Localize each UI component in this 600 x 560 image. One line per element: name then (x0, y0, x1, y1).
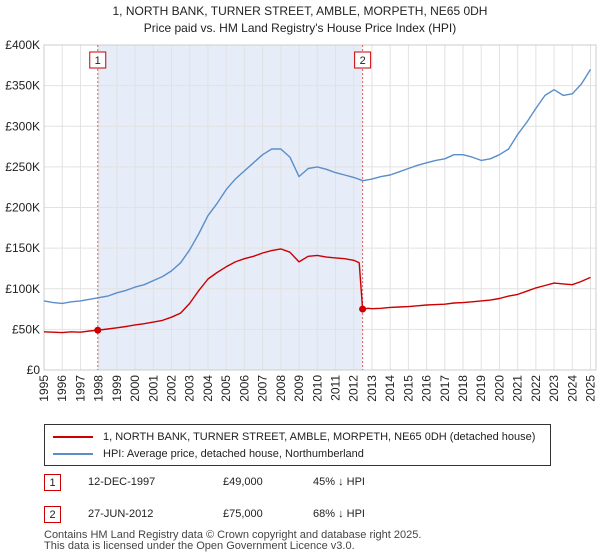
x-tick-label: 2003 (183, 375, 197, 402)
transaction-hpi-diff: 68% ↓ HPI (313, 508, 365, 520)
marker-box-1 (89, 51, 107, 69)
y-tick-label: £150K (5, 241, 40, 255)
marker-box-2 (354, 51, 372, 69)
x-tick-label: 1995 (37, 375, 51, 402)
legend-label-property: 1, NORTH BANK, TURNER STREET, AMBLE, MOR… (103, 431, 536, 443)
footer-licence: This data is licensed under the Open Gov… (44, 540, 355, 552)
transaction-price: £75,000 (223, 508, 263, 520)
x-tick-label: 2020 (492, 375, 506, 402)
y-tick-label: £250K (5, 160, 40, 174)
chart-title: 1, NORTH BANK, TURNER STREET, AMBLE, MOR… (113, 4, 488, 18)
chart-subtitle: Price paid vs. HM Land Registry's House … (144, 21, 456, 35)
x-tick-label: 2005 (219, 375, 233, 402)
legend-item-hpi: HPI: Average price, detached house, Nort… (53, 446, 364, 462)
legend-swatch-red (53, 436, 93, 438)
footer-copyright: Contains HM Land Registry data © Crown c… (44, 529, 422, 541)
transaction-hpi-diff: 45% ↓ HPI (313, 476, 365, 488)
legend: 1, NORTH BANK, TURNER STREET, AMBLE, MOR… (44, 424, 551, 466)
hpi-line (43, 69, 592, 305)
transaction-price: £49,000 (223, 476, 263, 488)
x-tick-label: 2004 (201, 375, 215, 402)
x-tick-label: 2001 (146, 375, 160, 402)
y-tick-label: £300K (5, 119, 40, 133)
footer: Contains HM Land Registry data © Crown c… (44, 530, 421, 552)
x-tick-label: 2007 (256, 375, 270, 402)
x-tick-label: 2019 (474, 375, 488, 402)
plot-border (43, 44, 597, 371)
y-tick-label: £0 (27, 363, 41, 377)
x-tick-label: 2014 (383, 375, 397, 402)
x-tick-label: 2016 (420, 375, 434, 402)
x-tick-label: 2018 (456, 375, 470, 402)
x-tick-label: 2021 (511, 375, 525, 402)
x-tick-label: 1998 (92, 375, 106, 402)
transaction-date: 12-DEC-1997 (88, 476, 156, 488)
x-tick-label: 2012 (347, 375, 361, 402)
transaction-marker-1: 1 (44, 474, 61, 491)
x-tick-label: 2015 (401, 375, 415, 402)
transaction-row-2: 2 27-JUN-2012 £75,000 68% ↓ HPI (44, 506, 549, 523)
x-tick-label: 2006 (237, 375, 251, 402)
transaction-row-1: 1 12-DEC-1997 £49,000 45% ↓ HPI (44, 474, 549, 491)
sale-point-2 (359, 305, 367, 313)
x-tick-label: 2008 (274, 375, 288, 402)
x-tick-label: 2000 (128, 375, 142, 402)
y-tick-label: £100K (5, 282, 40, 296)
x-tick-label: 1997 (73, 375, 87, 402)
sale-point-1 (94, 326, 102, 334)
price-paid-line (43, 248, 591, 334)
price-chart: 1, NORTH BANK, TURNER STREET, AMBLE, MOR… (5, 4, 598, 402)
x-tick-label: 2009 (292, 375, 306, 402)
x-tick-label: 1999 (110, 375, 124, 402)
x-tick-label: 2025 (584, 375, 598, 402)
y-tick-label: £350K (5, 79, 40, 93)
y-tick-label: £200K (5, 201, 40, 215)
x-tick-label: 2013 (365, 375, 379, 402)
legend-item-property: 1, NORTH BANK, TURNER STREET, AMBLE, MOR… (53, 429, 535, 445)
x-tick-label: 2024 (565, 375, 579, 402)
x-tick-label: 2022 (529, 375, 543, 402)
legend-swatch-blue (53, 453, 93, 455)
x-tick-label: 2017 (438, 375, 452, 402)
y-tick-label: £50K (12, 322, 40, 336)
legend-label-hpi: HPI: Average price, detached house, Nort… (103, 448, 364, 460)
transaction-date: 27-JUN-2012 (88, 508, 154, 520)
marker-badge-1: 1 (89, 51, 107, 69)
marker-label-1: 1 (95, 55, 101, 67)
marker-label-2: 2 (360, 55, 366, 67)
x-tick-label: 2002 (165, 375, 179, 402)
marker-badge-2: 2 (354, 51, 372, 69)
transaction-marker-2: 2 (44, 506, 61, 523)
y-tick-label: £400K (5, 38, 40, 52)
x-tick-label: 2023 (547, 375, 561, 402)
x-tick-label: 2010 (310, 375, 324, 402)
x-tick-label: 2011 (328, 375, 342, 401)
x-tick-label: 1996 (55, 375, 69, 402)
